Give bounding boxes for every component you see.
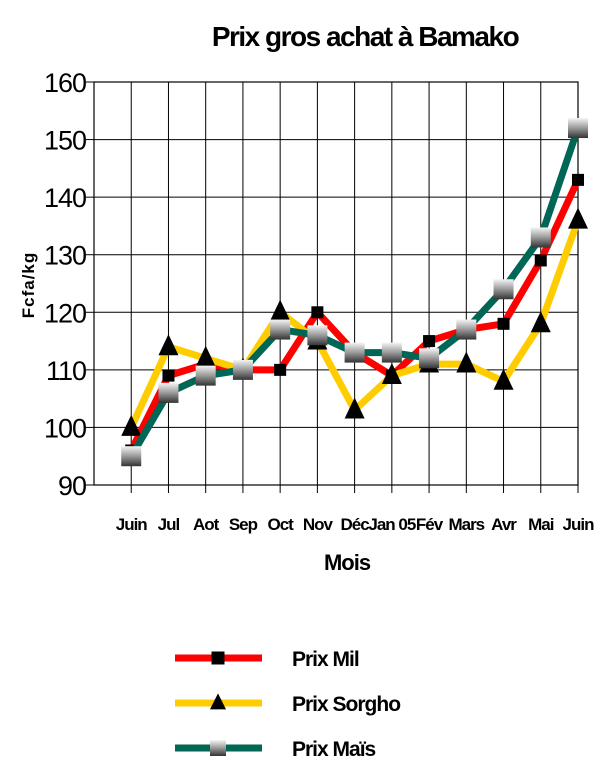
data-point: Sep: 110 bbox=[232, 359, 253, 380]
legend-item: Prix Mil bbox=[175, 648, 360, 671]
legend-marker bbox=[211, 651, 225, 665]
legend-label: Prix Maïs bbox=[292, 738, 376, 761]
y-axis-label: Fcfa/kg bbox=[19, 252, 38, 319]
y-axis-ticks: 90 100 110 120 130 140 150 160 bbox=[44, 68, 87, 501]
data-point: Avr: 108 bbox=[493, 368, 514, 390]
data-point: Mai: 129 bbox=[534, 254, 547, 267]
data-point: Nov: 120 bbox=[311, 306, 324, 319]
x-tick-label: Mai bbox=[528, 515, 554, 534]
x-axis-ticks: Juin Jul Aot Sep Oct Nov Déc Jan 05 Fév Mars Avr Ma… bbox=[116, 515, 595, 534]
data-point: Fév: 112 bbox=[419, 348, 440, 369]
y-tick-label: 130 bbox=[44, 241, 86, 271]
x-tick-label: Oct bbox=[267, 515, 294, 534]
data-point: Jul: 114 bbox=[158, 334, 179, 356]
data-point: Aot: 112 bbox=[195, 345, 216, 367]
legend-label: Prix Mil bbox=[292, 648, 359, 671]
x-tick-label: Nov bbox=[303, 515, 334, 534]
y-tick-label: 140 bbox=[44, 183, 86, 213]
data-point: Mars: 111 bbox=[456, 351, 477, 373]
x-tick-label: Déc bbox=[341, 515, 370, 534]
data-point: Oct: 110 bbox=[274, 363, 287, 376]
x-tick-label: Juin bbox=[563, 515, 595, 534]
legend-item: Prix Maïs bbox=[175, 738, 377, 761]
data-point: Aot: 109 bbox=[195, 365, 216, 386]
x-tick-label: Mars bbox=[448, 515, 484, 534]
data-point: Oct: 117 bbox=[270, 319, 291, 340]
y-tick-label: 110 bbox=[46, 356, 86, 386]
data-point: Déc: 103 bbox=[344, 397, 365, 419]
series-3: Juin: 95 Jul: 106 Aot: 109 Sep: 110 Oct: 117… bbox=[121, 118, 588, 467]
y-tick-label: 150 bbox=[44, 126, 86, 156]
data-point: Juin: 100 bbox=[121, 414, 142, 436]
x-tick-label: Jan 05 bbox=[368, 515, 415, 534]
y-tick-label: 160 bbox=[44, 68, 86, 98]
data-point: Mars: 117 bbox=[456, 319, 477, 340]
y-tick-label: 90 bbox=[58, 471, 86, 501]
grid bbox=[86, 81, 579, 493]
data-point: Avr: 124 bbox=[493, 279, 514, 300]
x-tick-label: Aot bbox=[193, 515, 220, 534]
data-point: Mai: 118 bbox=[530, 311, 551, 333]
chart-title: Prix gros achat à Bamako bbox=[212, 21, 520, 52]
data-point: Juin: 143 bbox=[572, 173, 584, 186]
x-tick-label: Avr bbox=[491, 515, 517, 534]
data-point: Jul: 109 bbox=[162, 369, 175, 382]
data-point: Juin: 95 bbox=[121, 446, 142, 467]
legend-marker bbox=[210, 693, 226, 710]
x-tick-label: Fév bbox=[416, 515, 444, 534]
legend-marker bbox=[210, 740, 226, 756]
x-tick-label: Sep bbox=[229, 515, 258, 534]
y-tick-label: 120 bbox=[44, 298, 86, 328]
data-point: Jan 05: 109 bbox=[381, 363, 402, 385]
series-layer: Juin: 96Jul: 109Aot: 111Sep: 110Oct: 110… bbox=[121, 118, 588, 467]
data-point: Déc: 113 bbox=[344, 342, 365, 363]
data-point: Fév: 115 bbox=[423, 335, 436, 348]
data-point: Nov: 116 bbox=[307, 325, 328, 346]
legend: Prix Mil Prix Sorgho Prix Maïs bbox=[175, 648, 401, 761]
data-point: Oct: 120 bbox=[270, 299, 291, 321]
data-point: Jul: 106 bbox=[158, 382, 179, 403]
x-tick-label: Juin bbox=[116, 515, 148, 534]
data-point: Juin: 136 bbox=[568, 207, 588, 229]
y-tick-label: 100 bbox=[44, 413, 86, 443]
legend-label: Prix Sorgho bbox=[292, 693, 400, 716]
data-point: Juin: 152 bbox=[568, 118, 588, 139]
legend-item: Prix Sorgho bbox=[175, 693, 401, 716]
data-point: Jan 05: 113 bbox=[381, 342, 402, 363]
x-axis-label: Mois bbox=[324, 550, 371, 575]
x-tick-label: Jul bbox=[158, 515, 180, 534]
series-2: Juin: 100 Jul: 114 Aot: 112 Sep: 110 Oct: 12… bbox=[121, 207, 588, 436]
data-point: Mai: 133 bbox=[530, 227, 551, 248]
data-point: Avr: 118 bbox=[497, 317, 510, 330]
